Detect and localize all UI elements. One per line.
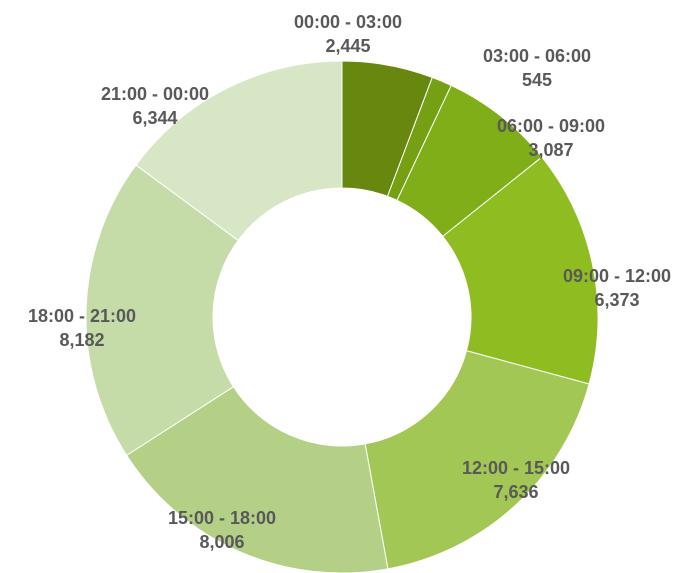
slice-value-label: 8,182 xyxy=(59,330,104,350)
slice-category-label: 03:00 - 06:00 xyxy=(483,46,591,66)
slice-value-label: 2,445 xyxy=(325,36,370,56)
slice-value-label: 545 xyxy=(522,70,552,90)
slice-category-label: 15:00 - 18:00 xyxy=(168,508,276,528)
slice-category-label: 06:00 - 09:00 xyxy=(497,116,605,136)
slice-category-label: 12:00 - 15:00 xyxy=(462,458,570,478)
slice-category-label: 00:00 - 03:00 xyxy=(294,12,402,32)
donut-slice xyxy=(85,164,239,457)
slice-category-label: 09:00 - 12:00 xyxy=(563,266,671,286)
slice-category-label: 18:00 - 21:00 xyxy=(28,306,136,326)
slice-labels: 00:00 - 03:00 2,445 03:00 - 06:00 545 06:00 … xyxy=(28,12,671,552)
donut-slices xyxy=(85,60,599,573)
donut-slice xyxy=(135,60,343,242)
donut-slice xyxy=(442,156,599,385)
donut-slice xyxy=(364,350,590,570)
slice-value-label: 7,636 xyxy=(493,482,538,502)
slice-value-label: 6,344 xyxy=(132,108,177,128)
slice-value-label: 8,006 xyxy=(199,532,244,552)
slice-value-label: 6,373 xyxy=(594,290,639,310)
slice-category-label: 21:00 - 00:00 xyxy=(101,84,209,104)
donut-slice xyxy=(125,386,389,573)
slice-value-label: 3,087 xyxy=(528,140,573,160)
